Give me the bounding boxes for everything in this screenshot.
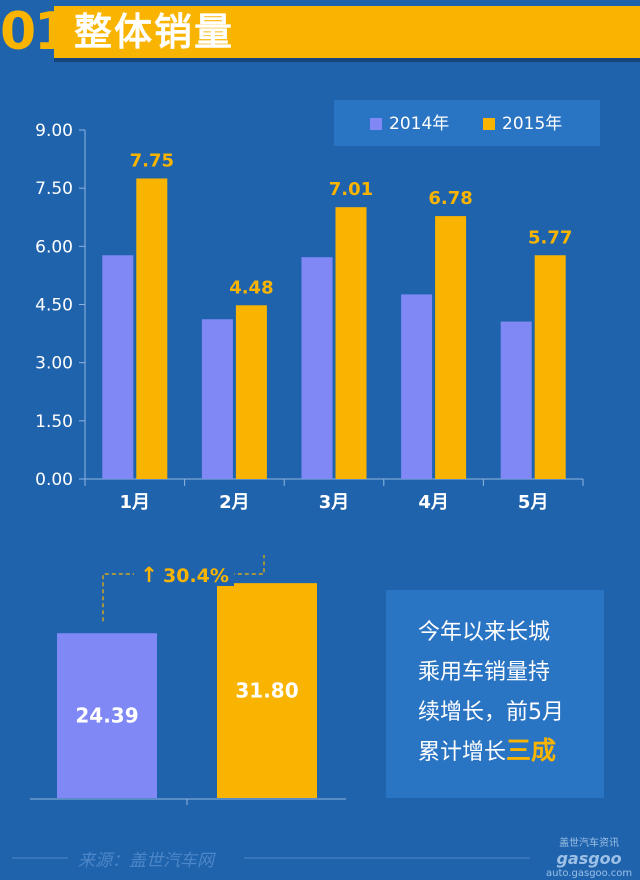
growth-label-bg xyxy=(134,562,234,586)
cumulative-bar-2014 xyxy=(57,633,157,798)
cumulative-value-label: 31.80 xyxy=(235,679,298,703)
data-label-2015-4月: 6.78 xyxy=(428,188,472,209)
y-tick-label: 7.50 xyxy=(35,179,73,199)
bar-2015年-4月 xyxy=(435,216,467,479)
growth-percentage: 30.4% xyxy=(163,565,229,587)
bar-2015年-3月 xyxy=(335,207,367,479)
bar-2015年-2月 xyxy=(235,305,267,479)
summary-line-4-text: 累计增长 xyxy=(418,740,507,765)
cumulative-sales-comparison: 24.39 31.80 ↑ 30.4% xyxy=(30,555,346,805)
x-tick-label: 2月 xyxy=(219,492,250,513)
legend-swatch-2015 xyxy=(483,118,495,130)
bar-2014年-2月 xyxy=(201,319,233,479)
data-label-2015-5月: 5.77 xyxy=(528,227,572,248)
gasgoo-watermark: 盖世汽车资讯 gasgoo auto.gasgoo.com xyxy=(546,838,632,880)
section-header: 01 整体销量 xyxy=(0,0,640,62)
bar-2015年-5月 xyxy=(534,255,566,479)
x-tick-label: 3月 xyxy=(319,492,350,513)
y-tick-label: 9.00 xyxy=(35,121,73,141)
data-label-2015-3月: 7.01 xyxy=(329,179,373,200)
up-arrow-icon: ↑ xyxy=(140,563,158,587)
watermark-brand: gasgoo xyxy=(556,849,622,868)
data-label-2015-2月: 4.48 xyxy=(229,277,273,298)
title-bar xyxy=(54,6,640,58)
x-tick-label: 5月 xyxy=(518,492,549,513)
title-bar-shadow xyxy=(54,58,640,62)
summary-text-box: 今年以来长城 乘用车销量持 续增长，前5月 累计增长三成 xyxy=(386,590,604,798)
summary-highlight: 三成 xyxy=(506,736,557,765)
bar-2014年-4月 xyxy=(401,294,433,479)
bar-2014年-1月 xyxy=(102,255,134,479)
x-tick-label: 4月 xyxy=(418,492,449,513)
x-tick-label: 1月 xyxy=(120,492,151,513)
legend-label-2015: 2015年 xyxy=(502,114,563,134)
cumulative-bar-2015 xyxy=(217,583,317,798)
watermark-url: auto.gasgoo.com xyxy=(546,868,633,879)
watermark-top: 盖世汽车资讯 xyxy=(559,838,620,849)
source-divider xyxy=(12,857,530,859)
legend-swatch-2014 xyxy=(370,118,382,130)
y-tick-label: 4.50 xyxy=(35,296,73,316)
source-credit: 来源：盖世汽车网 xyxy=(78,851,214,871)
bar-2015年-1月 xyxy=(136,178,168,479)
bar-2014年-3月 xyxy=(301,257,333,479)
summary-line-4: 累计增长三成 xyxy=(418,738,556,766)
legend-label-2014: 2014年 xyxy=(389,114,450,134)
y-tick-label: 6.00 xyxy=(35,237,73,257)
data-label-2015-1月: 7.75 xyxy=(130,150,174,171)
y-tick-label: 1.50 xyxy=(35,412,73,432)
summary-line-3: 续增长，前5月 xyxy=(418,700,564,725)
cumulative-value-label: 24.39 xyxy=(75,704,138,728)
y-tick-label: 0.00 xyxy=(35,470,73,490)
page-title: 整体销量 xyxy=(74,10,235,54)
bar-2014年-5月 xyxy=(500,321,532,479)
summary-line-2: 乘用车销量持 xyxy=(418,660,551,685)
summary-line-1: 今年以来长城 xyxy=(418,620,551,645)
monthly-sales-bar-chart: 9.00 7.50 6.00 4.50 3.00 1.50 0.00 7.75 1月 4.48 2月… xyxy=(35,121,584,513)
y-tick-label: 3.00 xyxy=(35,354,73,374)
